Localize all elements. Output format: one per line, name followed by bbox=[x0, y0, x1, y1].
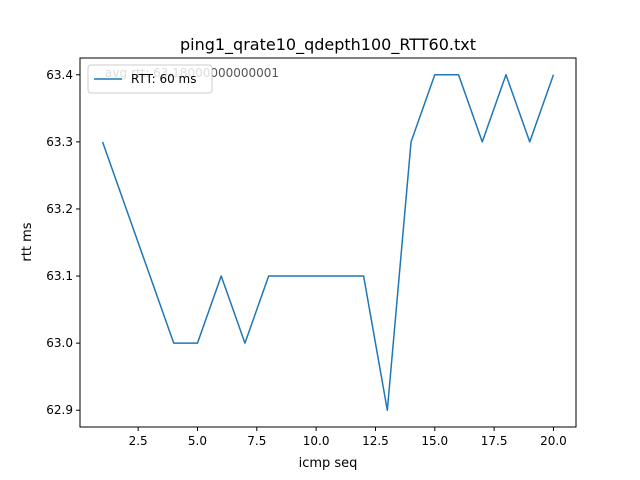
legend-box bbox=[87, 64, 213, 94]
x-tick-label: 5.0 bbox=[188, 434, 207, 448]
data-point bbox=[458, 74, 460, 76]
plot-frame bbox=[79, 57, 577, 428]
y-tick-label: 63.2 bbox=[46, 202, 73, 216]
data-point bbox=[125, 208, 127, 210]
data-point bbox=[149, 275, 151, 277]
data-point bbox=[197, 342, 199, 344]
data-point bbox=[220, 275, 222, 277]
plot-area bbox=[79, 57, 577, 428]
legend: RTT: 60 ms bbox=[87, 64, 213, 94]
data-point bbox=[505, 74, 507, 76]
data-point bbox=[173, 342, 175, 344]
chart-title: ping1_qrate10_qdepth100_RTT60.txt bbox=[180, 35, 476, 55]
series-line-rtt bbox=[101, 74, 555, 411]
data-point bbox=[434, 74, 436, 76]
data-point bbox=[339, 275, 341, 277]
data-point bbox=[529, 141, 531, 143]
data-point bbox=[102, 141, 104, 143]
x-axis-label: icmp seq bbox=[299, 456, 358, 471]
data-point bbox=[481, 141, 483, 143]
x-tick-label: 2.5 bbox=[129, 434, 148, 448]
x-tick-label: 10.0 bbox=[303, 434, 330, 448]
data-point bbox=[387, 409, 389, 411]
y-tick-label: 63.0 bbox=[46, 336, 73, 350]
y-tick-label: 63.4 bbox=[46, 68, 73, 82]
data-point bbox=[292, 275, 294, 277]
data-point bbox=[363, 275, 365, 277]
y-axis-label: rtt ms bbox=[20, 222, 35, 261]
x-tick-label: 17.5 bbox=[481, 434, 508, 448]
y-tick-label: 63.3 bbox=[46, 135, 73, 149]
x-tick-label: 7.5 bbox=[247, 434, 266, 448]
legend-entry-rtt: RTT: 60 ms bbox=[131, 72, 196, 86]
data-point bbox=[244, 342, 246, 344]
x-tick-label: 15.0 bbox=[421, 434, 448, 448]
x-tick-label: 12.5 bbox=[362, 434, 389, 448]
y-tick-label: 62.9 bbox=[46, 403, 73, 417]
y-axis: 62.9 63.0 63.1 63.2 63.3 63.4 bbox=[46, 68, 80, 417]
data-point bbox=[268, 275, 270, 277]
x-axis: 2.5 5.0 7.5 10.0 12.5 15.0 17.5 20.0 bbox=[129, 427, 567, 448]
data-point bbox=[315, 275, 317, 277]
data-point bbox=[410, 141, 412, 143]
data-point bbox=[553, 74, 555, 76]
x-tick-label: 20.0 bbox=[540, 434, 567, 448]
series-layer bbox=[101, 74, 555, 411]
y-tick-label: 63.1 bbox=[46, 269, 73, 283]
